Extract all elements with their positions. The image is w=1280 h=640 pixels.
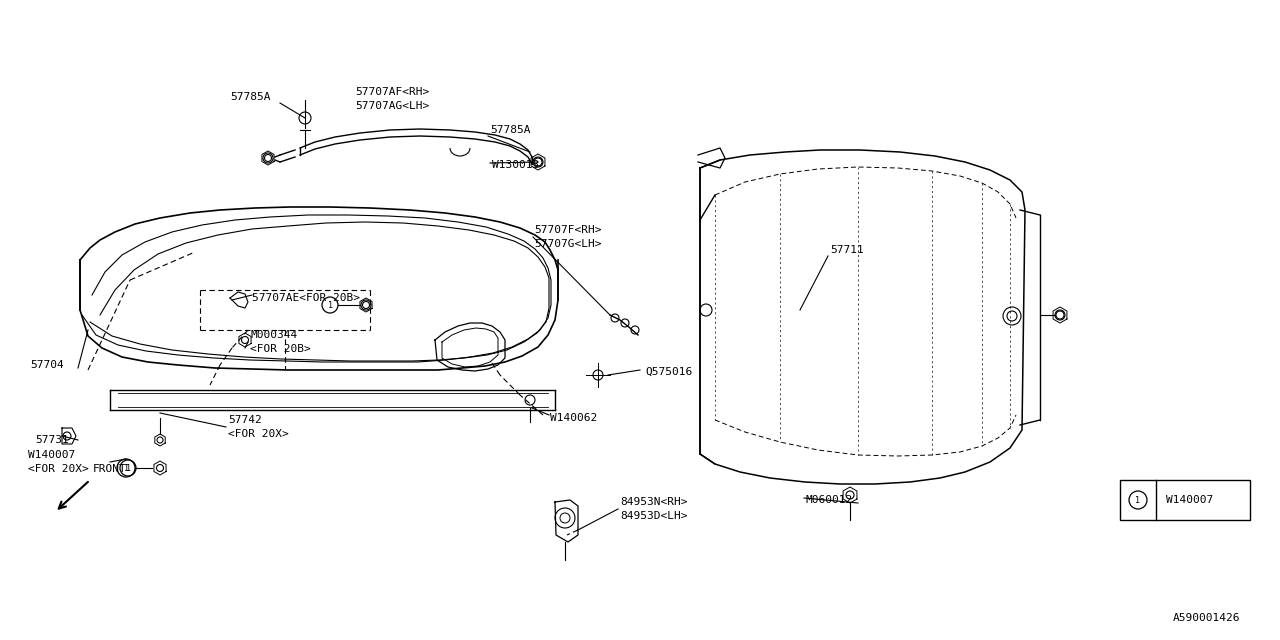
Text: M060012: M060012: [805, 495, 852, 505]
Text: W130013: W130013: [492, 160, 539, 170]
Text: 1: 1: [125, 463, 131, 472]
Text: W140007: W140007: [1166, 495, 1213, 505]
Text: 57785A: 57785A: [230, 92, 270, 102]
Text: 57704: 57704: [29, 360, 64, 370]
Text: 1: 1: [328, 301, 333, 310]
Text: <FOR 20X>: <FOR 20X>: [228, 429, 289, 439]
Text: 57707AF<RH>: 57707AF<RH>: [355, 87, 429, 97]
Text: 57742: 57742: [228, 415, 261, 425]
Text: <FOR 20B>: <FOR 20B>: [250, 344, 311, 354]
Bar: [1120, 480, 1251, 520]
Text: 57785A: 57785A: [490, 125, 530, 135]
Text: 57707F<RH>: 57707F<RH>: [534, 225, 602, 235]
Text: 57711: 57711: [829, 245, 864, 255]
Text: 57707AE<FOR 20B>: 57707AE<FOR 20B>: [252, 293, 360, 303]
Text: 57707AG<LH>: 57707AG<LH>: [355, 101, 429, 111]
Text: A590001426: A590001426: [1172, 613, 1240, 623]
Text: W140007: W140007: [28, 450, 76, 460]
Text: 1: 1: [1135, 495, 1140, 504]
Text: M000344: M000344: [250, 330, 297, 340]
Text: 84953N<RH>: 84953N<RH>: [620, 497, 687, 507]
Text: <FOR 20X>: <FOR 20X>: [28, 464, 88, 474]
Text: 84953D<LH>: 84953D<LH>: [620, 511, 687, 521]
Text: 57707G<LH>: 57707G<LH>: [534, 239, 602, 249]
Text: 57731: 57731: [35, 435, 69, 445]
Text: FRONT: FRONT: [93, 464, 127, 474]
Text: W140062: W140062: [550, 413, 598, 423]
Text: Q575016: Q575016: [645, 367, 692, 377]
Text: 1: 1: [123, 463, 128, 472]
